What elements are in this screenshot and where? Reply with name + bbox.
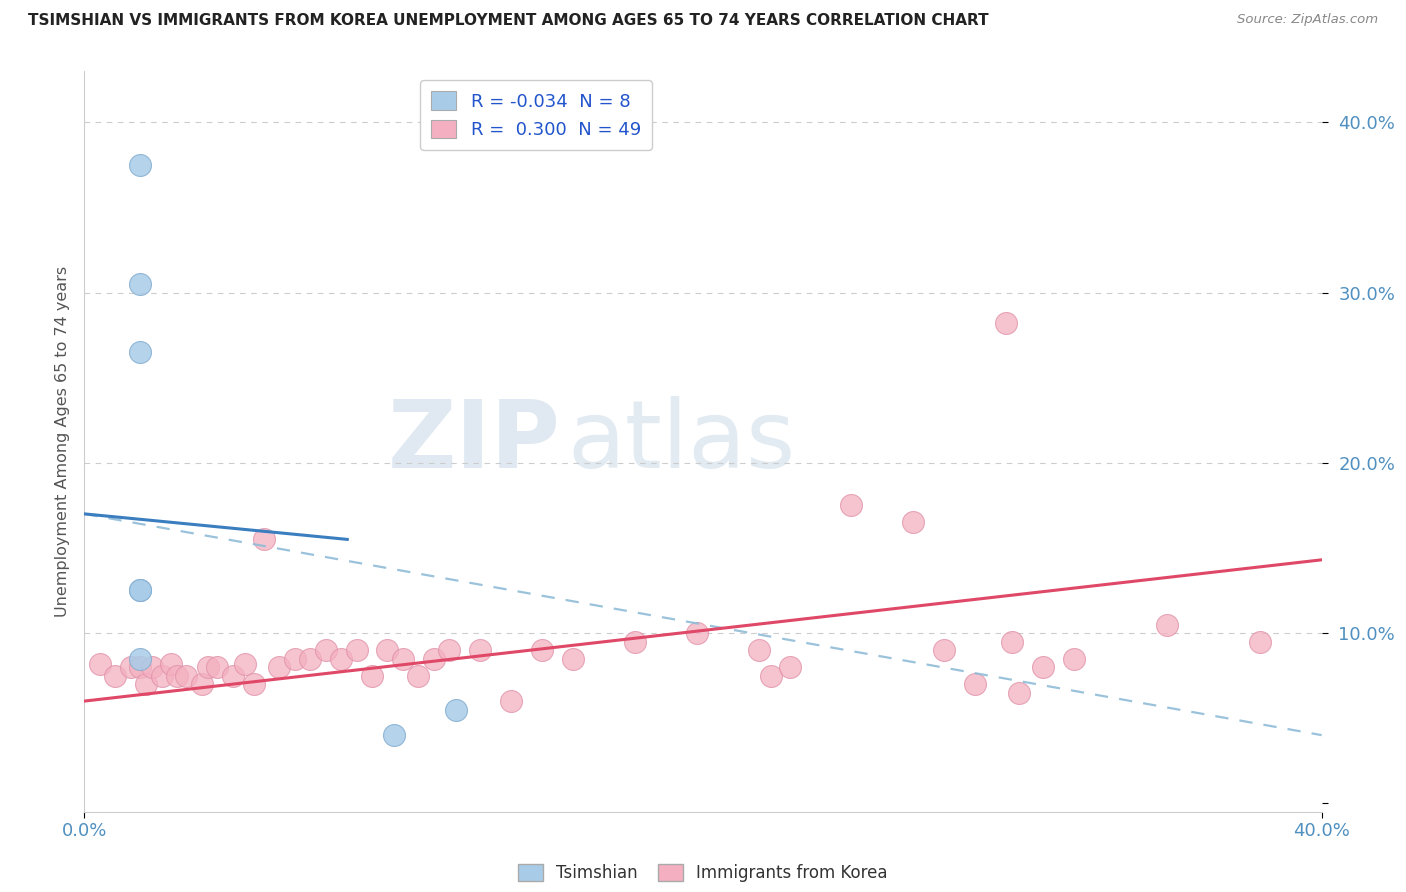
Point: [129, 583, 152, 598]
Y-axis label: Unemployment Among Ages 65 to 74 years: Unemployment Among Ages 65 to 74 years: [55, 266, 70, 617]
Point: [129, 583, 152, 598]
Point: [160, 657, 183, 671]
Point: [779, 660, 801, 674]
Text: Source: ZipAtlas.com: Source: ZipAtlas.com: [1237, 13, 1378, 27]
Point: [197, 660, 219, 674]
Point: [686, 626, 709, 640]
Text: TSIMSHIAN VS IMMIGRANTS FROM KOREA UNEMPLOYMENT AMONG AGES 65 TO 74 YEARS CORREL: TSIMSHIAN VS IMMIGRANTS FROM KOREA UNEMP…: [28, 13, 988, 29]
Point: [1032, 660, 1054, 674]
Point: [129, 651, 152, 665]
Point: [269, 660, 291, 674]
Point: [104, 668, 127, 682]
Point: [1063, 651, 1085, 665]
Text: ZIP: ZIP: [388, 395, 561, 488]
Point: [191, 677, 214, 691]
Point: [222, 668, 245, 682]
Point: [1249, 634, 1271, 648]
Point: [129, 158, 152, 172]
Point: [408, 668, 430, 682]
Point: [315, 643, 337, 657]
Point: [129, 277, 152, 292]
Point: [141, 660, 163, 674]
Point: [330, 651, 353, 665]
Point: [965, 677, 987, 691]
Point: [1007, 685, 1029, 699]
Point: [284, 651, 307, 665]
Point: [361, 668, 384, 682]
Point: [392, 651, 415, 665]
Point: [934, 643, 956, 657]
Point: [624, 634, 647, 648]
Point: [748, 643, 770, 657]
Point: [423, 651, 446, 665]
Point: [995, 316, 1018, 330]
Point: [346, 643, 368, 657]
Point: [562, 651, 585, 665]
Text: atlas: atlas: [567, 395, 796, 488]
Point: [135, 677, 157, 691]
Point: [89, 657, 111, 671]
Point: [233, 657, 256, 671]
Point: [150, 668, 173, 682]
Point: [299, 651, 322, 665]
Point: [166, 668, 188, 682]
Point: [382, 728, 405, 742]
Point: [129, 345, 152, 359]
Point: [129, 660, 152, 674]
Point: [1156, 617, 1178, 632]
Point: [253, 533, 276, 547]
Point: [207, 660, 229, 674]
Point: [243, 677, 266, 691]
Point: [444, 703, 467, 717]
Point: [470, 643, 492, 657]
Point: [501, 694, 523, 708]
Point: [377, 643, 399, 657]
Point: [120, 660, 142, 674]
Point: [176, 668, 198, 682]
Point: [1001, 634, 1024, 648]
Point: [531, 643, 554, 657]
Point: [759, 668, 782, 682]
Point: [439, 643, 461, 657]
Point: [841, 499, 863, 513]
Point: [903, 516, 925, 530]
Legend: Tsimshian, Immigrants from Korea: Tsimshian, Immigrants from Korea: [512, 857, 894, 888]
